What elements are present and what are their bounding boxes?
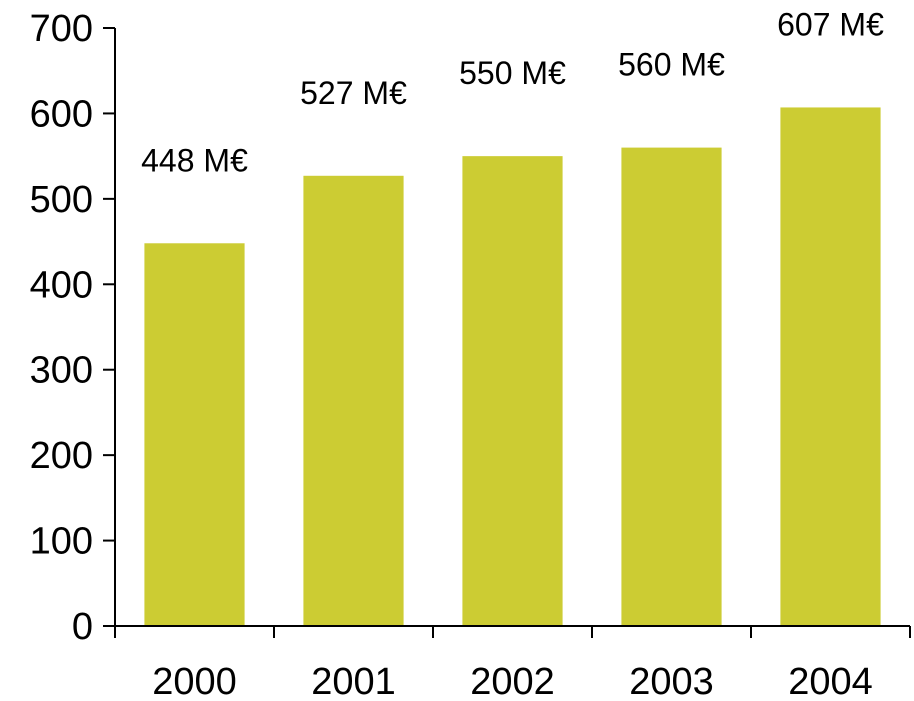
y-tick-label: 200 — [30, 435, 93, 477]
data-label-2003: 560 M€ — [618, 47, 725, 83]
y-tick-label: 700 — [30, 8, 93, 50]
y-axis: 0 100 200 300 400 500 600 700 — [30, 8, 116, 648]
x-tick-label: 2000 — [152, 661, 237, 701]
y-tick-label: 500 — [30, 179, 93, 221]
x-tick-label: 2004 — [788, 661, 873, 701]
y-tick-label: 100 — [30, 521, 93, 563]
data-label-2000: 448 M€ — [141, 142, 248, 178]
bar-2002 — [462, 156, 563, 626]
x-tick-label: 2002 — [470, 661, 555, 701]
x-tick-label: 2001 — [311, 661, 396, 701]
x-tick-label: 2003 — [629, 661, 714, 701]
bar-2001 — [303, 175, 404, 626]
bar-2003 — [621, 147, 722, 626]
data-labels-group: 448 M€ 527 M€ 550 M€ 560 M€ 607 M€ — [141, 6, 884, 178]
y-tick-label: 600 — [30, 93, 93, 135]
y-tick-label: 0 — [72, 606, 93, 648]
bars-group — [144, 107, 881, 627]
data-label-2004: 607 M€ — [777, 6, 884, 42]
x-axis: 2000 2001 2002 2003 2004 — [114, 625, 911, 701]
data-label-2002: 550 M€ — [459, 55, 566, 91]
y-tick-label: 300 — [30, 350, 93, 392]
data-label-2001: 527 M€ — [300, 75, 407, 111]
bar-2004 — [780, 107, 881, 627]
bar-2000 — [144, 243, 245, 626]
y-tick-label: 400 — [30, 264, 93, 306]
